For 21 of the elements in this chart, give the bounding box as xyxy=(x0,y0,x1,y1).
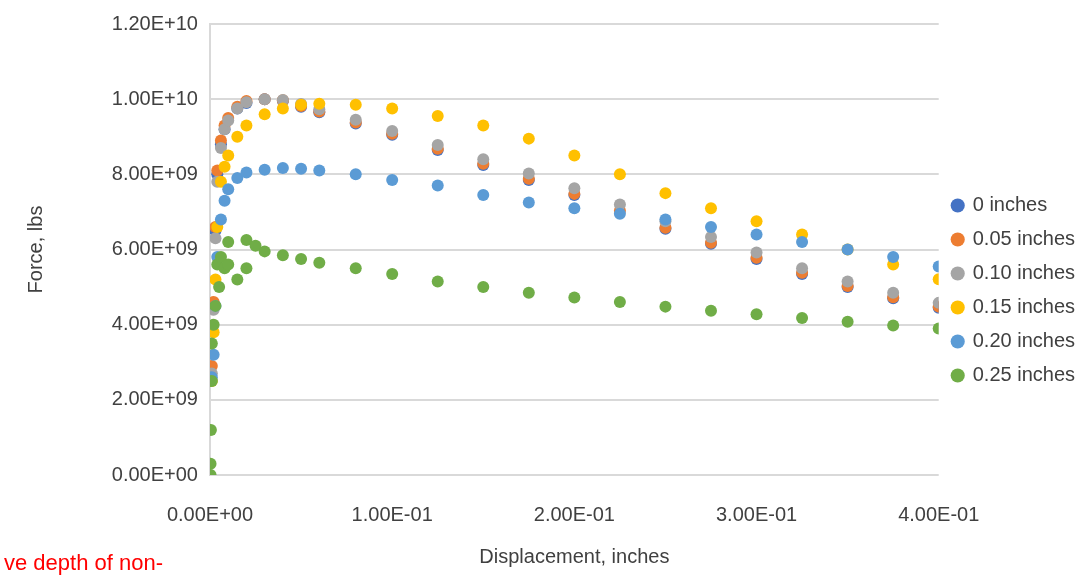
text: ve depth of non- xyxy=(4,550,164,576)
legend-label: 0.20 inches xyxy=(972,329,1075,352)
y-tick-label: 6.00E+09 xyxy=(111,237,198,260)
legend-label: 0 inches xyxy=(972,193,1048,216)
x-tick-label: 1.00E-01 xyxy=(351,502,433,525)
y-tick-label: 0.00E+00 xyxy=(111,462,198,485)
x-tick-label: 0.00E+00 xyxy=(166,502,254,525)
x-axis-title: Displacement, inches xyxy=(479,544,670,567)
x-tick-label: 4.00E-01 xyxy=(898,502,980,525)
y-tick-label: 1.20E+10 xyxy=(111,11,198,34)
legend-label: 0.10 inches xyxy=(972,261,1075,284)
legend-label: 0.05 inches xyxy=(972,227,1075,250)
x-tick-label: 2.00E-01 xyxy=(533,502,615,525)
y-tick-label: 2.00E+09 xyxy=(111,387,198,410)
legend-label: 0.25 inches xyxy=(972,363,1075,386)
x-tick-label: 3.00E-01 xyxy=(715,502,798,525)
y-tick-label: 4.00E+09 xyxy=(111,312,198,335)
legend-label: 0.15 inches xyxy=(972,295,1075,318)
y-tick-label: 1.00E+10 xyxy=(111,86,198,109)
y-axis-title: Force, lbs xyxy=(23,205,46,294)
y-tick-label: 8.00E+09 xyxy=(111,161,198,184)
